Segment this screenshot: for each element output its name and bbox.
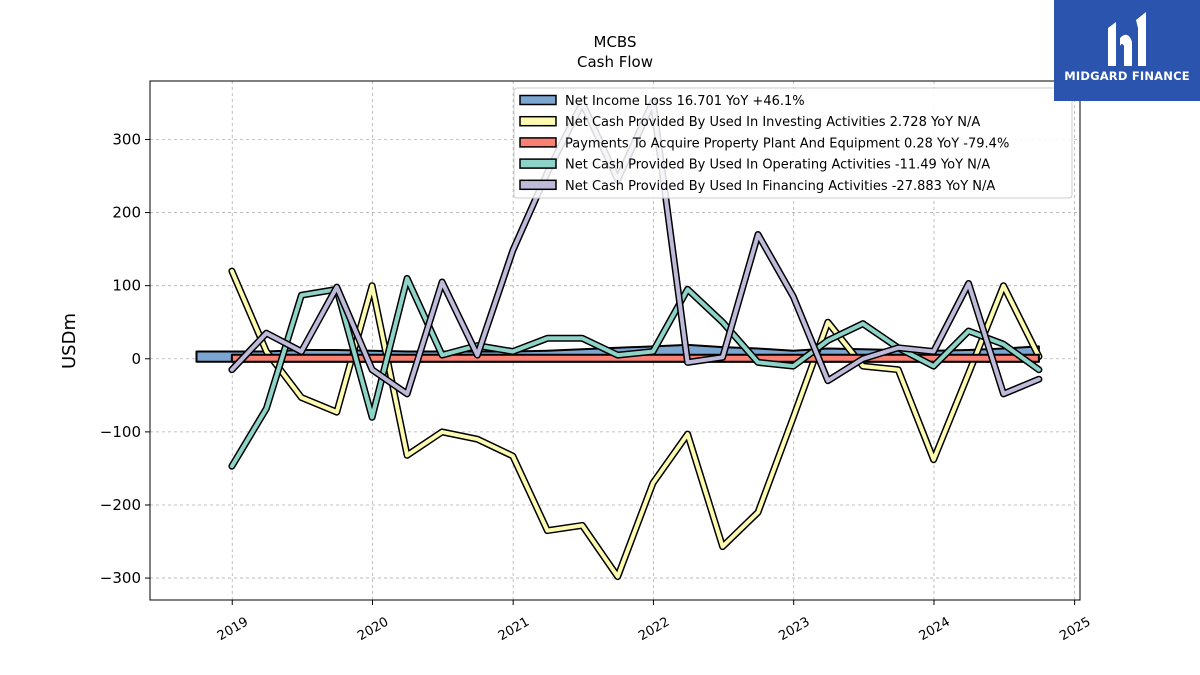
legend-entry: Net Cash Provided By Used In Financing A… [565, 179, 995, 194]
plot-frame [149, 80, 1081, 601]
x-tick-label: 2019 [215, 615, 251, 645]
mf-logo-icon [1108, 12, 1146, 66]
legend-swatch [519, 137, 557, 148]
legend-swatch [519, 158, 557, 169]
x-tick-label: 2024 [917, 615, 953, 645]
x-tick-label: 2020 [355, 615, 391, 645]
legend: Net Income Loss 16.701 YoY +46.1% Net Cas… [513, 87, 1073, 199]
brand-logo: MIDGARD FINANCE [1054, 0, 1200, 101]
series-net-cash-provided-by-used-in-investing-activities [229, 269, 1041, 579]
chart-subtitle: Cash Flow [577, 53, 653, 71]
legend-swatch [519, 179, 557, 191]
y-axis-label: USDm [59, 313, 80, 369]
legend-entry: Net Income Loss 16.701 YoY +46.1% [565, 94, 805, 109]
y-axis: −300 −200 −100 0 100 200 300 [100, 130, 150, 587]
chart-title: MCBS [594, 33, 637, 51]
legend-box [513, 87, 1073, 199]
legend-swatch [519, 94, 557, 106]
x-axis: 2019 2020 2021 2022 2023 2024 2025 [215, 600, 1093, 645]
y-tick-label: 300 [112, 130, 141, 148]
x-tick-label: 2025 [1057, 615, 1093, 645]
series-group [195, 98, 1043, 581]
y-tick-label: −200 [100, 496, 141, 514]
legend-entry: Net Cash Provided By Used In Investing A… [565, 115, 980, 130]
legend-entry: Net Cash Provided By Used In Operating A… [565, 158, 990, 173]
y-tick-label: 100 [112, 277, 141, 295]
y-tick-label: 200 [112, 204, 141, 222]
series-net-cash-provided-by-used-in-operating-activities [229, 276, 1041, 469]
y-tick-label: 0 [131, 350, 141, 368]
x-tick-label: 2023 [776, 615, 812, 645]
series-net-cash-provided-by-used-in-operating-activities-outline [228, 274, 1043, 470]
x-tick-label: 2022 [636, 615, 672, 645]
y-tick-label: −100 [100, 423, 141, 441]
legend-entry: Payments To Acquire Property Plant And E… [565, 136, 1009, 151]
legend-swatch [519, 115, 557, 127]
y-tick-label: −300 [100, 569, 141, 587]
x-tick-label: 2021 [496, 615, 532, 645]
brand-name: MIDGARD FINANCE [1064, 69, 1190, 83]
